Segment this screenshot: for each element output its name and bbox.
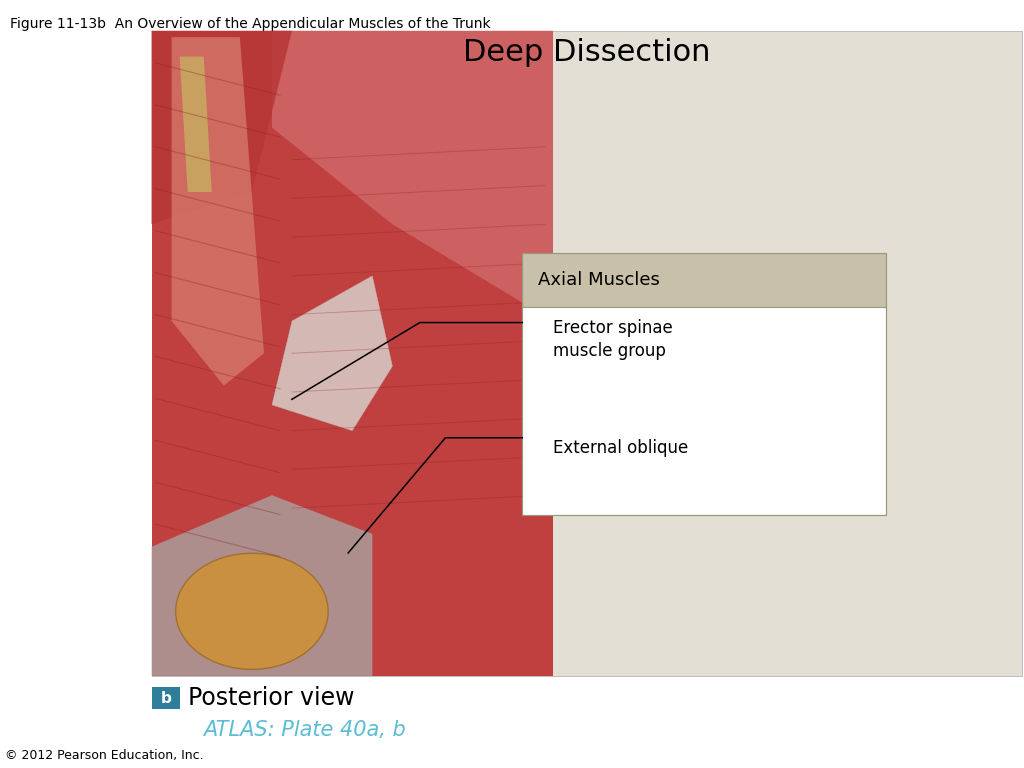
- Polygon shape: [152, 495, 373, 676]
- Polygon shape: [272, 276, 392, 431]
- Text: © 2012 Pearson Education, Inc.: © 2012 Pearson Education, Inc.: [5, 749, 204, 762]
- Text: b: b: [161, 690, 171, 706]
- Bar: [152, 687, 180, 709]
- Ellipse shape: [176, 553, 328, 670]
- Text: Figure 11-13b  An Overview of the Appendicular Muscles of the Trunk: Figure 11-13b An Overview of the Appendi…: [10, 17, 490, 31]
- Polygon shape: [172, 37, 264, 386]
- Text: Erector spinae
muscle group: Erector spinae muscle group: [553, 319, 673, 360]
- Text: Axial Muscles: Axial Muscles: [538, 271, 659, 290]
- Text: External oblique: External oblique: [553, 439, 688, 457]
- Text: Posterior view: Posterior view: [188, 686, 355, 710]
- Polygon shape: [272, 31, 553, 321]
- Bar: [152, 31, 553, 676]
- Bar: [522, 307, 886, 515]
- Polygon shape: [152, 31, 292, 224]
- Bar: [522, 253, 886, 515]
- Bar: [152, 31, 1022, 676]
- Bar: [522, 253, 886, 307]
- Text: ATLAS: Plate 40a, b: ATLAS: Plate 40a, b: [203, 720, 406, 740]
- Text: Deep Dissection: Deep Dissection: [463, 38, 711, 68]
- Polygon shape: [179, 57, 212, 192]
